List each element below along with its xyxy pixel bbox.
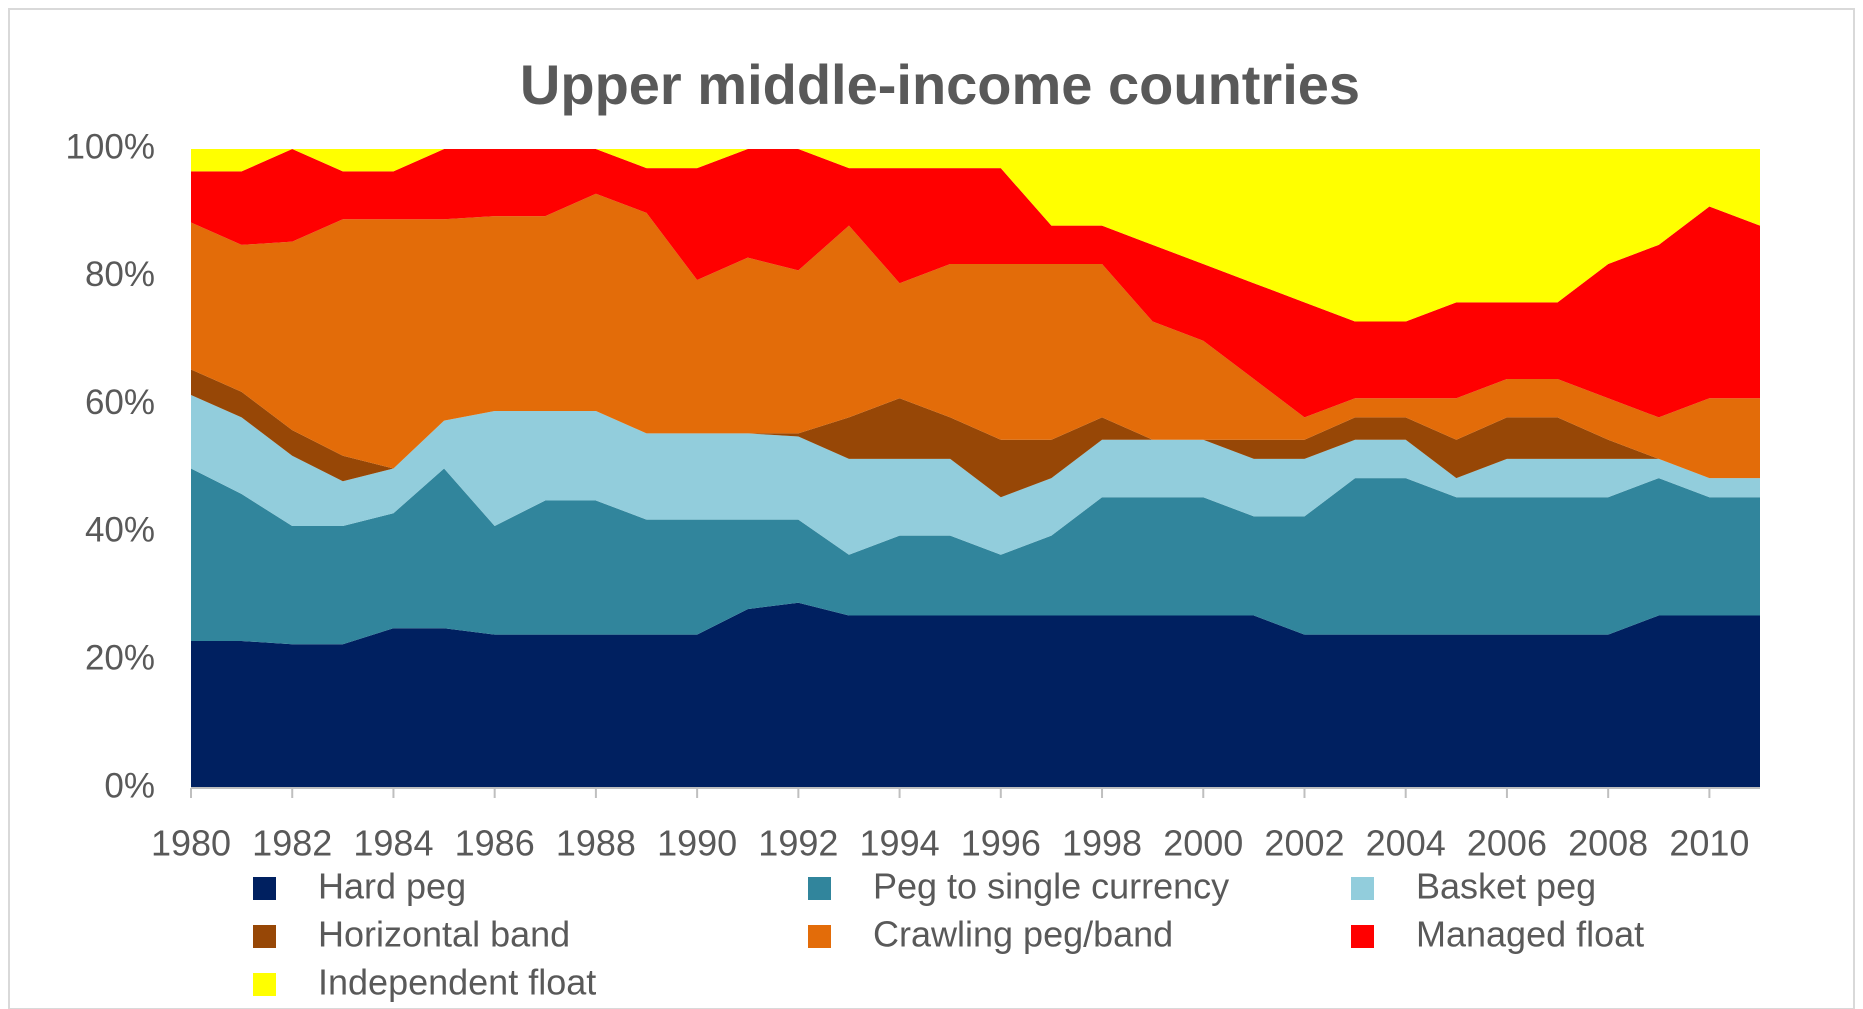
x-tick-label: 1992 [758, 823, 838, 864]
legend-swatch [808, 925, 831, 948]
x-tick-label: 1998 [1062, 823, 1142, 864]
legend-label: Managed float [1416, 914, 1644, 955]
area [191, 395, 1760, 555]
x-tick-label: 1980 [151, 823, 231, 864]
x-tick-label: 2010 [1669, 823, 1749, 864]
legend-swatch [253, 973, 276, 996]
legend-label: Independent float [318, 962, 596, 1003]
area [191, 193, 1760, 479]
x-tick-label: 1990 [657, 823, 737, 864]
legend-label: Hard peg [318, 866, 466, 907]
area [191, 149, 1760, 322]
x-tick-label: 2008 [1568, 823, 1648, 864]
y-tick-label: 40% [85, 511, 155, 550]
x-tick-label: 1994 [860, 823, 940, 864]
x-tick-label: 2006 [1467, 823, 1547, 864]
area [191, 468, 1760, 645]
y-tick-label: 100% [65, 127, 155, 166]
x-tick-label: 1984 [353, 823, 433, 864]
legend-swatch [808, 877, 831, 900]
x-tick-label: 1982 [252, 823, 332, 864]
legend-label: Basket peg [1416, 866, 1596, 907]
legend-swatch [253, 925, 276, 948]
legend-swatch [253, 877, 276, 900]
legend-label: Crawling peg/band [873, 914, 1173, 955]
y-tick-label: 0% [104, 766, 155, 805]
legend-label: Horizontal band [318, 914, 570, 955]
chart-title: Upper middle-income countries [520, 53, 1360, 116]
y-tick-label: 20% [85, 638, 155, 677]
area [191, 602, 1760, 788]
legend-swatch [1351, 925, 1374, 948]
legend-label: Peg to single currency [873, 866, 1229, 907]
y-tick-label: 80% [85, 255, 155, 294]
legend-swatch [1351, 877, 1374, 900]
x-tick-label: 2002 [1264, 823, 1344, 864]
x-tick-label: 1986 [455, 823, 535, 864]
x-tick-label: 1996 [961, 823, 1041, 864]
area [191, 149, 1760, 418]
x-tick-label: 1988 [556, 823, 636, 864]
x-tick-label: 2000 [1163, 823, 1243, 864]
area [191, 369, 1760, 498]
x-tick-label: 2004 [1366, 823, 1446, 864]
y-tick-label: 60% [85, 383, 155, 422]
